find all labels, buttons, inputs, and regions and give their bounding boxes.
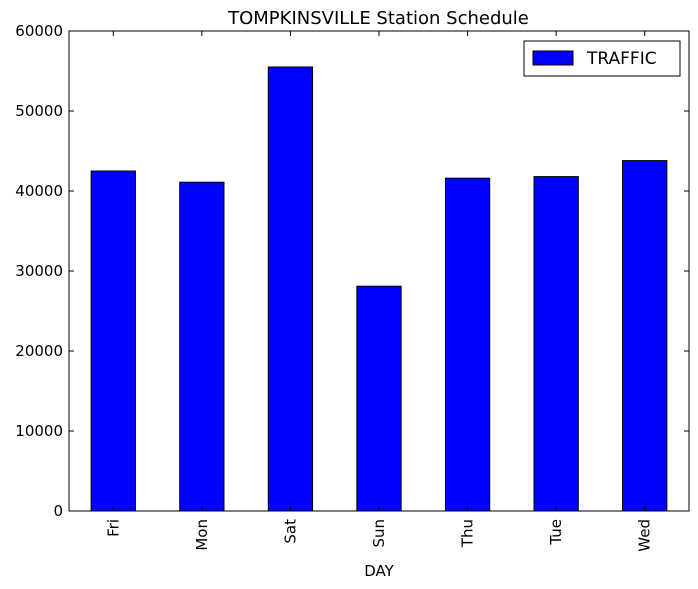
bar-wed [622,160,668,512]
plot-area-frame [68,30,690,512]
y-tick-label-20000: 20000 [15,342,63,360]
y-tick-label-40000: 40000 [15,182,63,200]
x-tick-label-mon: Mon [193,519,211,551]
y-tick-label-0: 0 [53,502,63,520]
y-tick-label-60000: 60000 [15,22,63,40]
legend-label: TRAFFIC [586,49,657,69]
bar-sat [267,66,314,512]
x-tick-label-sat: Sat [281,519,299,544]
bar-sun [356,285,402,512]
chart-title: TOMPKINSVILLE Station Schedule [227,8,529,29]
ticks-group [69,30,689,512]
bar-thu [444,177,491,512]
y-tick-label-10000: 10000 [15,422,63,440]
y-tick-label-50000: 50000 [15,102,63,120]
legend: TRAFFIC [523,40,681,77]
x-tick-label-fri: Fri [104,519,122,537]
legend-swatch [532,50,574,66]
x-tick-label-wed: Wed [636,519,654,552]
x-tick-label-sun: Sun [370,519,388,548]
bar-fri [90,170,136,512]
x-tick-label-tue: Tue [547,519,565,546]
bar-mon [179,181,225,512]
x-axis-label: DAY [364,562,394,580]
tick-labels-group: Fri Mon Sat Sun Thu Tue Wed 0 10000 20000 30000 400… [15,22,653,552]
bar-tue [533,176,579,512]
bars-group [90,66,668,512]
x-tick-label-thu: Thu [459,519,477,548]
y-tick-label-30000: 30000 [15,262,63,280]
